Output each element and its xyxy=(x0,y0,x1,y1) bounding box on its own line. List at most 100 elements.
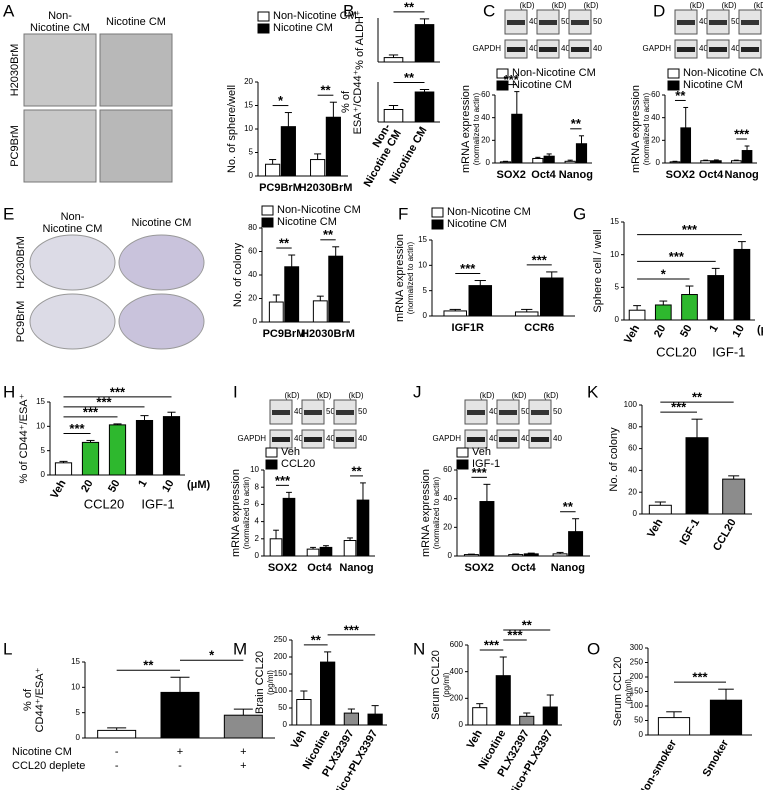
panel-letter: B xyxy=(343,1,354,20)
significance-label: ** xyxy=(311,632,322,647)
x-tick-label: 10 xyxy=(730,323,747,340)
significance-label: ** xyxy=(522,617,533,632)
dish xyxy=(29,293,116,350)
panel-letter: L xyxy=(3,639,12,658)
bar xyxy=(741,150,753,164)
y-axis-label: Brain CCL20 xyxy=(254,651,266,714)
blot-marker: 40 xyxy=(529,17,538,26)
blot-marker: 50 xyxy=(553,407,562,416)
x-tick-label: 1 xyxy=(707,323,720,334)
blot-marker: 40 xyxy=(561,44,570,53)
significance-label: ** xyxy=(320,83,331,98)
y-tick-label: 0 xyxy=(656,158,661,167)
bar xyxy=(319,546,333,557)
significance-label: *** xyxy=(484,637,500,652)
band xyxy=(741,20,759,25)
panel-letter: J xyxy=(413,382,422,401)
y-tick-label: 100 xyxy=(624,400,638,409)
y-tick-label: 20 xyxy=(244,77,253,86)
y-tick-label: 100 xyxy=(274,686,288,695)
y-axis-label: No. of colony xyxy=(232,242,244,307)
significance-label: ** xyxy=(404,0,415,14)
blot-label: (kD) xyxy=(519,1,534,10)
x-tick-label: IGF1R xyxy=(452,322,484,334)
blot-marker: 50 xyxy=(561,17,570,26)
x-tick-label: 10 xyxy=(160,478,177,495)
x-tick-label: Veh xyxy=(622,323,642,346)
y-tick-label: 0 xyxy=(76,733,81,742)
significance-label: *** xyxy=(692,670,708,685)
legend-swatch xyxy=(265,459,278,470)
y-axis-label: % of ALDH⁺ xyxy=(354,10,366,70)
y-axis-note: (normalized to actin) xyxy=(242,476,251,549)
legend-label: Veh xyxy=(281,446,300,458)
y-axis-label: Serum CCL20 xyxy=(612,657,624,727)
band xyxy=(531,410,549,415)
y-tick-label: 10 xyxy=(244,124,253,133)
y-tick-label: 250 xyxy=(274,635,288,644)
x-tick-label: PC9BrM xyxy=(259,182,302,194)
y-tick-label: 2 xyxy=(255,534,260,543)
y-tick-label: 0 xyxy=(41,470,46,479)
band xyxy=(499,437,517,442)
y-tick-label: 0 xyxy=(486,158,491,167)
blot-label: (kD) xyxy=(316,391,331,400)
legend-label: Nicotine CM xyxy=(512,79,572,91)
table-row-label: Nicotine CM xyxy=(12,746,72,758)
column-label: Non-Nicotine CM xyxy=(43,211,103,235)
y-tick-label: 80 xyxy=(628,422,637,431)
x-tick-label: IGF-1 xyxy=(678,517,702,547)
bar xyxy=(468,285,493,317)
bar xyxy=(443,310,467,317)
band xyxy=(272,410,290,415)
blot-marker: 50 xyxy=(731,17,740,26)
band xyxy=(499,410,517,415)
bar xyxy=(711,160,722,164)
x-tick-label: SOX2 xyxy=(464,562,493,574)
significance-label: ** xyxy=(351,463,362,478)
x-tick-label: SOX2 xyxy=(666,169,695,181)
y-axis-note: (normalized to actin) xyxy=(472,92,481,165)
panel-letter: I xyxy=(233,382,238,401)
group-label: IGF-1 xyxy=(141,496,174,511)
x-tick-label: Veh xyxy=(48,478,68,501)
blot-marker: 40 xyxy=(489,407,498,416)
x-tick-label: CCL20 xyxy=(711,517,739,553)
x-tick-label: 20 xyxy=(652,323,669,340)
y-tick-label: 250 xyxy=(630,658,644,667)
bar xyxy=(383,57,404,63)
bar xyxy=(383,109,404,123)
bar xyxy=(81,441,100,476)
x-tick-label: SOX2 xyxy=(268,562,297,574)
band xyxy=(741,47,759,52)
band xyxy=(336,437,354,442)
y-tick-label: 8 xyxy=(255,482,260,491)
bar xyxy=(54,462,73,476)
y-tick-label: 6 xyxy=(255,500,260,509)
x-tick-label: Non-smoker xyxy=(637,737,680,790)
bar xyxy=(540,277,564,317)
y-axis-label: mRNA expression xyxy=(394,234,406,322)
blot-label: (kD) xyxy=(689,1,704,10)
blot-marker: 40 xyxy=(731,44,740,53)
y-tick-label: 200 xyxy=(450,693,464,702)
table-cell: - xyxy=(115,746,119,758)
bar xyxy=(312,300,328,323)
y-axis-label: % of CD44⁺/ESA⁺ xyxy=(18,393,30,483)
y-tick-label: 10 xyxy=(610,250,619,259)
y-tick-label: 15 xyxy=(418,235,427,244)
bar xyxy=(657,717,691,736)
y-tick-label: 0 xyxy=(615,315,620,324)
y-tick-label: 40 xyxy=(443,494,452,503)
band xyxy=(531,437,549,442)
y-tick-label: 5 xyxy=(423,286,428,295)
micrograph xyxy=(99,109,173,183)
y-tick-label: 60 xyxy=(481,90,490,99)
row-label: PC9BrM xyxy=(15,301,27,343)
band xyxy=(539,47,557,52)
y-axis-note: (normalized to actin) xyxy=(406,241,415,314)
bar xyxy=(543,155,555,164)
bar xyxy=(108,424,127,476)
blot-label: GAPDH xyxy=(238,434,267,443)
